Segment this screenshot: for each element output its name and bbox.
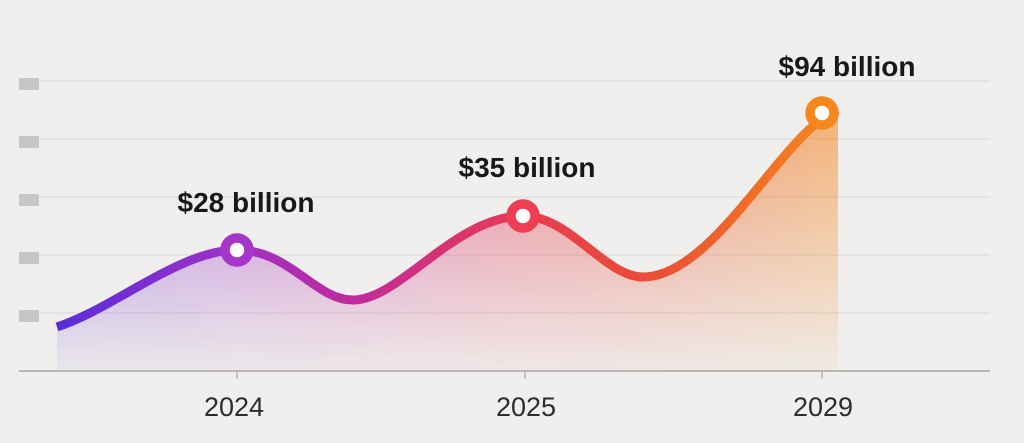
y-tick-placeholder [19, 310, 39, 322]
data-point-marker-2024 [220, 233, 254, 267]
year-label-2029: 2029 [792, 392, 854, 422]
y-tick-placeholder [19, 252, 39, 264]
y-tick-placeholder [19, 194, 39, 206]
year-label-2024: 2024 [203, 392, 265, 422]
x-axis-ticks [236, 372, 823, 379]
data-point-marker-2025 [506, 199, 540, 233]
value-label-2024: $28 billion [177, 187, 315, 218]
y-tick-placeholder [19, 78, 39, 90]
year-label-2025: 2025 [495, 392, 557, 422]
data-point-marker-2029 [805, 96, 839, 130]
y-tick-placeholders [19, 78, 39, 322]
data-point-markers [220, 96, 839, 267]
y-tick-placeholder [19, 136, 39, 148]
area-fill [57, 110, 838, 371]
value-label-2029: $94 billion [778, 51, 916, 82]
value-label-2025: $35 billion [458, 152, 596, 183]
trend-line [55, 105, 840, 332]
